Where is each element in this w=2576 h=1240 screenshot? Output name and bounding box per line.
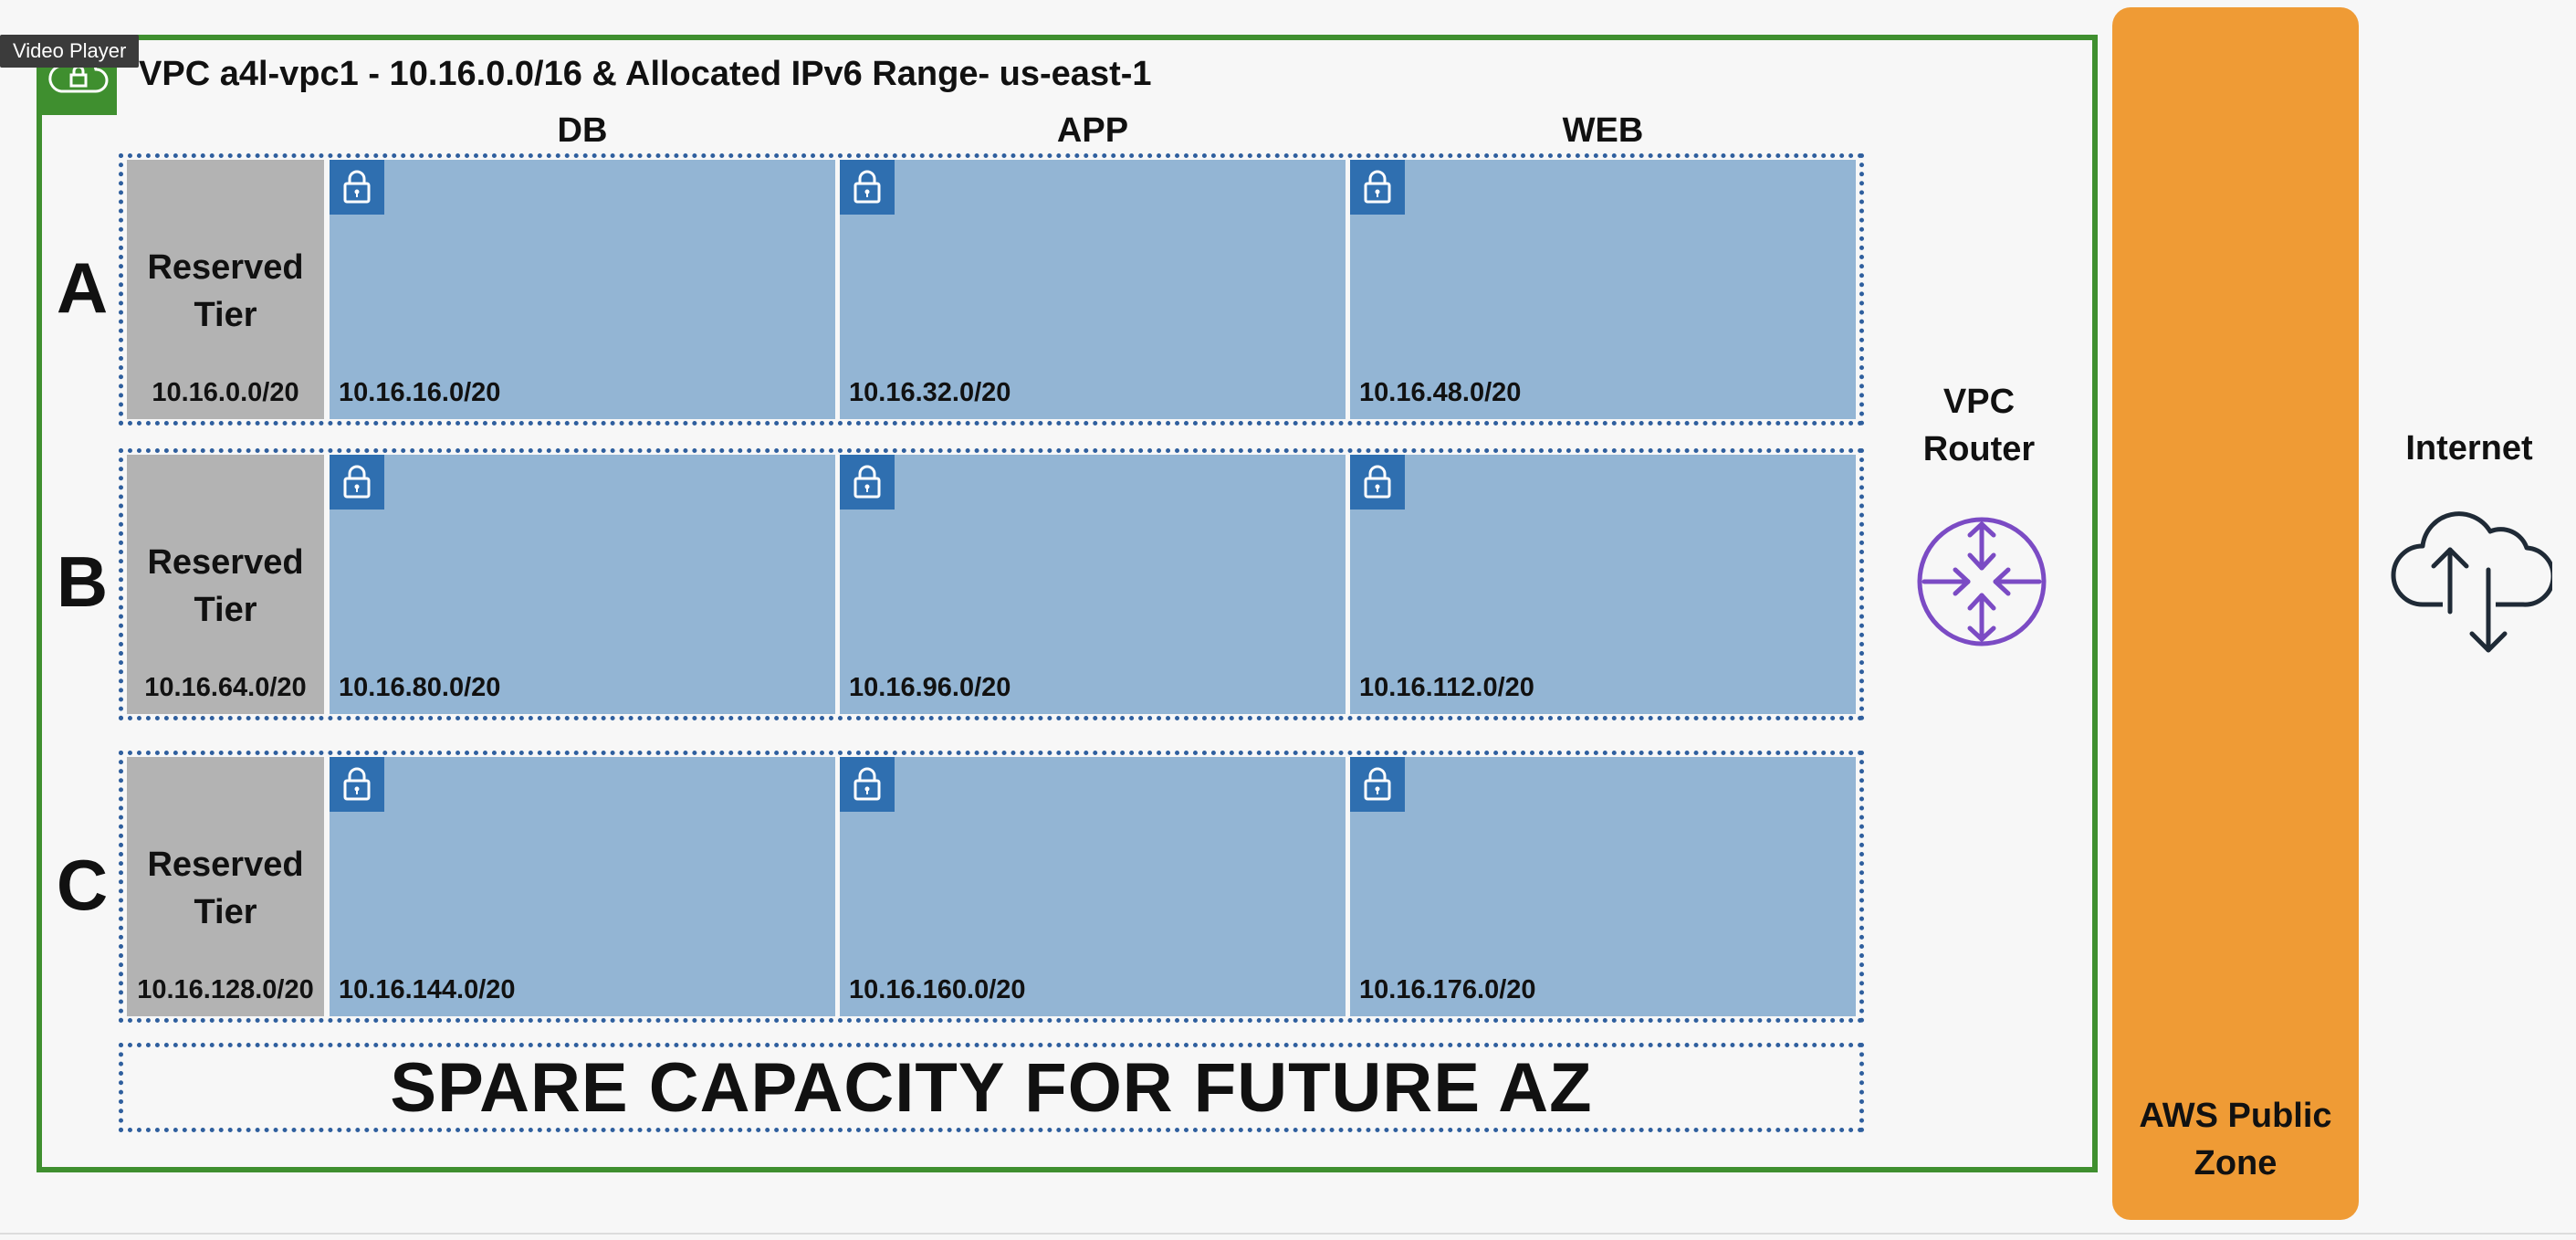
reserved-cidr-a: 10.16.0.0/20 — [152, 378, 299, 407]
subnet-cidr-a-app: 10.16.32.0/20 — [849, 378, 1011, 407]
column-header-db: DB — [557, 111, 608, 150]
lock-icon — [840, 160, 895, 215]
lock-icon — [1350, 757, 1405, 812]
subnet-a-app: 10.16.32.0/20 — [840, 160, 1346, 419]
subnet-b-db: 10.16.80.0/20 — [330, 455, 835, 714]
subnet-b-app: 10.16.96.0/20 — [840, 455, 1346, 714]
lock-icon — [840, 455, 895, 510]
video-player-label[interactable]: Video Player — [0, 35, 140, 68]
spare-capacity-box: SPARE CAPACITY FOR FUTURE AZ — [119, 1043, 1864, 1132]
reserved-cidr-c: 10.16.128.0/20 — [137, 975, 314, 1004]
lock-icon — [330, 160, 384, 215]
subnet-cidr-b-web: 10.16.112.0/20 — [1359, 673, 1534, 702]
aws-public-zone: AWS Public Zone — [2112, 7, 2359, 1220]
lock-icon — [330, 455, 384, 510]
router-icon — [1913, 513, 2050, 655]
subnet-a-db: 10.16.16.0/20 — [330, 160, 835, 419]
subnet-c-app: 10.16.160.0/20 — [840, 757, 1346, 1016]
lock-icon — [840, 757, 895, 812]
az-label-c: C — [56, 845, 109, 925]
reserved-tier-label: Reserved Tier — [147, 846, 304, 931]
cloud-upload-download-icon — [2386, 504, 2556, 664]
column-header-app: APP — [1056, 111, 1129, 150]
az-label-b: B — [56, 541, 109, 622]
subnet-c-db: 10.16.144.0/20 — [330, 757, 835, 1016]
subnet-cidr-a-db: 10.16.16.0/20 — [339, 378, 501, 407]
reserved-tier-b: Reserved Tier 10.16.64.0/20 — [127, 455, 324, 714]
subnet-cidr-b-app: 10.16.96.0/20 — [849, 673, 1011, 702]
vpc-boundary — [37, 35, 2098, 1172]
subnet-cidr-b-db: 10.16.80.0/20 — [339, 673, 501, 702]
vpc-router-label: VPC Router — [1922, 383, 2036, 468]
subnet-cidr-c-app: 10.16.160.0/20 — [849, 975, 1026, 1004]
subnet-cidr-c-web: 10.16.176.0/20 — [1359, 975, 1536, 1004]
subnet-b-web: 10.16.112.0/20 — [1350, 455, 1856, 714]
az-c-box — [119, 751, 1864, 1023]
subnet-a-web: 10.16.48.0/20 — [1350, 160, 1856, 419]
lock-icon — [1350, 455, 1405, 510]
az-a-box — [119, 153, 1864, 426]
subnet-c-web: 10.16.176.0/20 — [1350, 757, 1856, 1016]
aws-public-zone-label: AWS Public Zone — [2139, 1097, 2332, 1182]
subnet-cidr-a-web: 10.16.48.0/20 — [1359, 378, 1522, 407]
divider — [0, 1233, 2576, 1235]
reserved-tier-a: Reserved Tier 10.16.0.0/20 — [127, 160, 324, 419]
reserved-tier-label: Reserved Tier — [147, 248, 304, 334]
az-label-a: A — [56, 247, 109, 328]
subnet-cidr-c-db: 10.16.144.0/20 — [339, 975, 516, 1004]
lock-icon — [1350, 160, 1405, 215]
az-b-box — [119, 448, 1864, 720]
vpc-title: VPC a4l-vpc1 - 10.16.0.0/16 & Allocated … — [139, 55, 1152, 93]
lock-icon — [330, 757, 384, 812]
column-header-web: WEB — [1562, 111, 1644, 150]
internet-label: Internet — [2405, 429, 2533, 468]
reserved-cidr-b: 10.16.64.0/20 — [144, 673, 307, 702]
reserved-tier-c: Reserved Tier 10.16.128.0/20 — [127, 757, 324, 1016]
reserved-tier-label: Reserved Tier — [147, 543, 304, 629]
